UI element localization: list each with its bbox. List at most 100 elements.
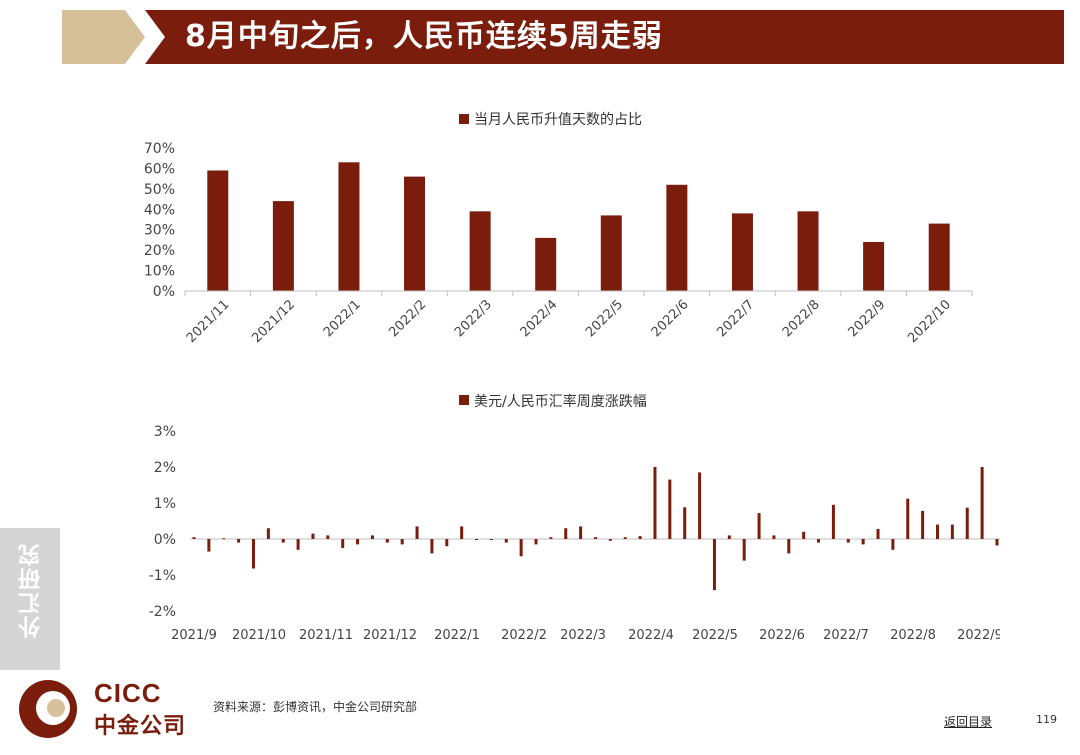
legend-label: 当月人民币升值天数的占比 [474, 112, 642, 128]
cicc-logo: CICC 中金公司 [14, 678, 214, 743]
bar [370, 535, 374, 539]
bar [921, 510, 925, 539]
bar [385, 539, 389, 543]
x-tick-label: 2022/5 [692, 628, 738, 643]
bar [272, 201, 294, 291]
x-tick-label: 2022/3 [560, 628, 606, 643]
bar [475, 539, 479, 540]
bar [445, 539, 449, 547]
bar [802, 531, 806, 539]
y-tick-label: 1% [154, 496, 176, 512]
x-tick-label: 2022/6 [649, 297, 692, 340]
y-axis: 70% 60% 50% 40% 30% 20% 10% 0% [144, 141, 175, 300]
bar [936, 524, 939, 539]
bar [326, 535, 330, 539]
x-tick-label: 2022/2 [386, 297, 429, 340]
x-tick-label: 2021/11 [184, 297, 233, 346]
back-to-toc-link[interactable]: 返回目录 [944, 715, 993, 729]
bar [797, 211, 819, 291]
bar [430, 539, 434, 554]
y-tick-label: 70% [144, 141, 175, 157]
x-tick-label: 2021/9 [171, 628, 217, 643]
bar [831, 504, 835, 539]
bar [400, 539, 404, 545]
bar [772, 535, 776, 539]
legend-swatch [459, 395, 469, 405]
bar [891, 539, 895, 550]
bar [534, 539, 538, 545]
bar [757, 513, 761, 539]
x-tick-label: 2021/12 [363, 628, 417, 643]
bar [237, 539, 241, 543]
bar [980, 467, 984, 539]
x-tick-label: 2022/1 [321, 297, 364, 340]
y-tick-label: 2% [154, 460, 176, 476]
y-tick-label: -2% [149, 604, 176, 620]
bar [222, 538, 226, 540]
header-bar [145, 10, 1064, 64]
bar [600, 215, 622, 291]
bar [698, 472, 702, 539]
x-axis: 2021/11 2021/12 2022/1 2022/2 2022/3 2022/4 20… [184, 291, 973, 346]
bar [192, 537, 196, 539]
bar [876, 528, 880, 539]
x-tick-label: 2021/10 [232, 628, 286, 643]
x-tick-label: 2022/1 [434, 628, 480, 643]
bar [861, 539, 865, 545]
x-tick-label: 2022/10 [905, 297, 954, 346]
bar [846, 539, 850, 543]
y-tick-label: 10% [144, 264, 175, 280]
bar [653, 467, 657, 539]
bar [469, 211, 491, 291]
bar [281, 539, 285, 543]
x-tick-label: 2021/12 [249, 297, 298, 346]
bar [906, 498, 910, 539]
source-note: 资料来源：彭博资讯，中金公司研究部 [213, 700, 418, 714]
bar [623, 537, 627, 539]
y-tick-label: 60% [144, 161, 175, 177]
bar [742, 539, 746, 561]
x-tick-label: 2022/2 [501, 628, 547, 643]
bar [666, 184, 688, 291]
x-axis: 2021/9 2021/10 2021/11 2021/12 2022/1 2022/2 2… [171, 628, 1000, 643]
legend-label: 美元/人民币汇率周度涨跌幅 [474, 393, 647, 410]
bar [950, 524, 954, 539]
bar [638, 536, 642, 539]
bar [504, 539, 508, 543]
bar [712, 539, 716, 591]
x-tick-label: 2022/4 [628, 628, 674, 643]
x-tick-label: 2022/8 [890, 628, 936, 643]
y-tick-label: 3% [154, 424, 176, 440]
bars [207, 162, 950, 291]
x-tick-label: 2022/4 [518, 297, 561, 340]
bar [817, 539, 821, 543]
bar [965, 507, 969, 539]
bar [296, 539, 300, 550]
x-tick-label: 2022/8 [780, 297, 823, 340]
side-tab[interactable]: 外汇研究 [0, 528, 60, 670]
y-tick-label: 30% [144, 223, 175, 239]
x-tick-label: 2022/6 [759, 628, 805, 643]
bar [415, 526, 419, 539]
bar [519, 539, 523, 557]
bar [207, 170, 229, 291]
y-tick-label: 40% [144, 202, 175, 218]
bar [311, 533, 315, 539]
bar [489, 539, 493, 540]
legend-swatch [459, 114, 469, 124]
bar [251, 539, 255, 569]
logo-text-en: CICC [94, 678, 162, 708]
x-tick-label: 2022/7 [823, 628, 869, 643]
bar [683, 507, 687, 539]
bar [928, 223, 950, 291]
bar [341, 539, 345, 548]
bar [579, 526, 583, 539]
bar [668, 479, 672, 539]
side-tab-label: 外汇研究 [19, 542, 44, 638]
bar [593, 537, 597, 539]
bar [460, 526, 464, 539]
bar [404, 176, 426, 291]
chart-weekly-change: 美元/人民币汇率周度涨跌幅 3%2%1%0%-1%-2% 2021/9 2021/… [149, 393, 1000, 643]
bar [207, 539, 211, 552]
x-tick-label: 2022/9 [845, 297, 888, 340]
